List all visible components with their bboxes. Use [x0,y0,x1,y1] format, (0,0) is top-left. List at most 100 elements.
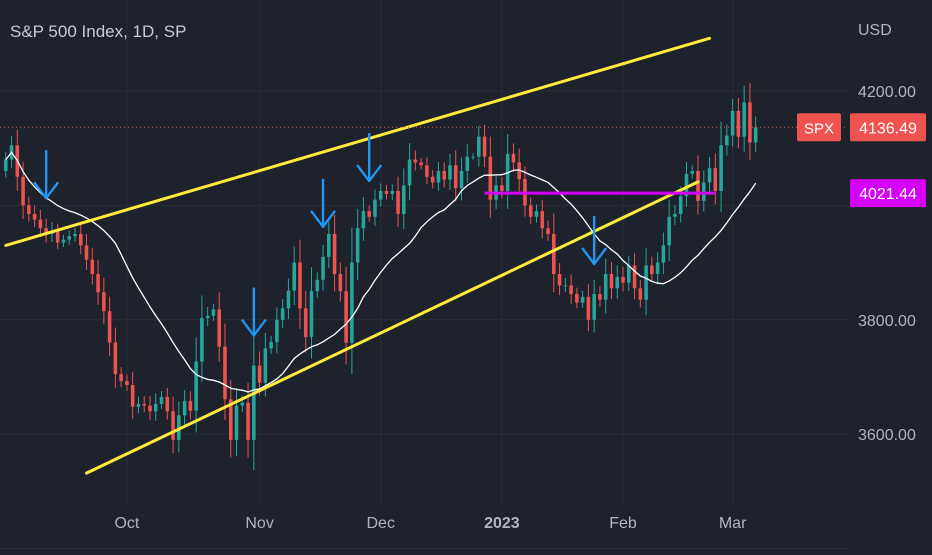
candle-body [575,294,579,303]
candle-body [638,288,643,300]
candle-body [603,274,608,300]
candle-body [217,309,221,347]
candle-body [436,171,441,183]
candle-body [142,403,147,406]
candle-body [673,213,677,217]
candle-body [430,176,435,183]
candle-body [252,365,256,440]
candle-body [650,265,654,274]
candle-body [355,228,360,263]
candle-body [627,265,631,283]
candle-body [96,274,100,293]
candle-body [153,403,158,412]
candle-body [390,191,395,194]
candle-body [90,259,95,274]
x-tick-label: Nov [245,515,273,532]
candle-body [315,279,320,292]
moving-average-line [5,151,757,393]
candle-body [644,265,648,300]
candle-body [413,159,418,163]
candle-body [713,168,718,192]
candle-body [615,276,620,289]
candle-body [632,265,637,289]
candle-body [78,233,83,246]
candle-body [730,110,735,136]
candle-body [586,296,591,320]
candle-body [621,276,625,283]
candle-body [453,165,458,189]
annotation-arrow-head [240,318,267,337]
candle-body [384,191,389,194]
candle-body [742,102,746,137]
last-price-value-box [850,113,926,142]
candle-body [563,285,568,287]
candle-body [338,274,343,292]
candle-body [511,153,516,163]
annotation-arrow-head [33,181,60,200]
candle-body [38,219,43,229]
candle-body [182,401,187,416]
candle-body [690,171,695,174]
candle-body [684,173,689,197]
candle-body [696,171,700,201]
candle-body [269,342,273,349]
annotation-arrow-head [310,210,337,229]
last-price-symbol: SPX [804,120,834,137]
candle-body [159,397,164,404]
candle-body [580,296,585,303]
y-tick-label: 3800.00 [858,313,916,330]
candle-body [280,308,285,320]
candle-body [753,127,758,143]
candle-body [275,319,279,343]
candle-body [263,348,268,383]
candle-body [292,262,296,291]
candle-body [488,156,493,200]
y-tick-label: 3600.00 [858,427,916,444]
annotation-arrow-head [581,247,608,266]
x-tick-label: Feb [609,515,637,532]
support-price-box [850,179,926,208]
candle-body [378,191,383,200]
candle-body [367,211,371,217]
x-tick-label: Dec [367,515,395,532]
candle-body [678,196,683,214]
candle-body [736,110,741,137]
candle-body [332,233,337,274]
candle-body [119,374,123,381]
candle-body [205,315,210,319]
candle-body [298,262,302,309]
candle-body [465,156,470,172]
candle-body [350,262,354,343]
candle-body [84,245,89,260]
candle-body [61,239,66,243]
x-tick-label: Oct [114,515,139,532]
candle-body [396,191,400,214]
candle-body [171,411,175,440]
candle-body [528,205,533,217]
candle-body [246,402,250,440]
candle-body [748,102,752,143]
candle-body [286,290,291,309]
candle-body [344,291,348,343]
candle-body [557,274,562,286]
candle-body [125,380,129,385]
candle-body [55,231,60,243]
candle-body [67,236,72,240]
candle-body [448,165,452,180]
candle-body [130,384,135,407]
candle-body [534,211,539,217]
candle-body [500,185,504,192]
chart-title: S&P 500 Index, 1D, SP [10,22,187,41]
x-tick-label: Mar [719,515,747,532]
candle-body [667,216,671,246]
candle-body [102,292,106,312]
candle-body [44,228,48,234]
candle-body [211,309,216,316]
candle-body [471,156,475,158]
candle-body [569,285,573,295]
candle-body [477,136,481,157]
candle-body [661,245,666,263]
